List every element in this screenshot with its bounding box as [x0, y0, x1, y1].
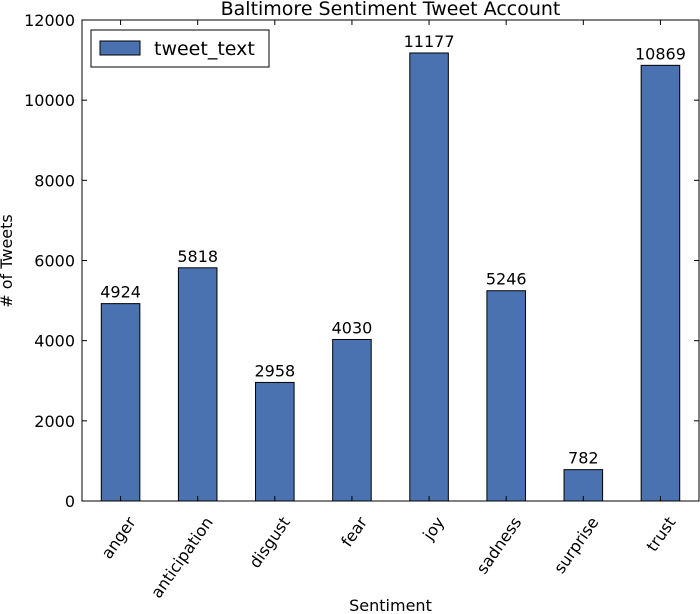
y-tick-label-0: 0 — [65, 492, 75, 511]
bar-joy — [409, 52, 449, 502]
y-tick-label-12000: 12000 — [24, 11, 75, 30]
plot-area: 4924 5818 2958 4030 11177 5246 782 10869 — [100, 32, 686, 502]
y-axis: 0 2000 4000 6000 8000 10000 12000 — [24, 11, 699, 511]
bar-sadness — [486, 290, 526, 502]
y-tick-label-8000: 8000 — [34, 171, 75, 190]
y-tick-label-2000: 2000 — [34, 412, 75, 431]
data-label-joy: 11177 — [404, 32, 455, 51]
y-axis-title: # of Tweets — [0, 214, 16, 308]
bar-fear — [332, 338, 372, 502]
x-tick-label-trust: trust — [642, 513, 679, 555]
bar-trust — [640, 64, 681, 502]
legend-label: tweet_text — [154, 38, 255, 60]
chart-title: Baltimore Sentiment Tweet Account — [221, 0, 561, 20]
data-label-anticipation: 5818 — [177, 247, 218, 266]
y-tick-label-10000: 10000 — [24, 91, 75, 110]
bar-disgust — [255, 381, 295, 502]
data-label-fear: 4030 — [332, 318, 373, 337]
x-axis-title: Sentiment — [349, 596, 432, 614]
x-tick-label-disgust: disgust — [245, 513, 294, 571]
legend: tweet_text — [90, 29, 270, 68]
x-tick-label-fear: fear — [337, 513, 371, 550]
y-tick-label-6000: 6000 — [34, 252, 75, 271]
x-tick-label-joy: joy — [418, 513, 448, 544]
bar-surprise — [563, 469, 604, 502]
x-tick-label-anger: anger — [97, 513, 139, 562]
bar-anger — [100, 303, 141, 502]
bar-anticipation — [177, 267, 218, 502]
x-tick-label-sadness: sadness — [472, 513, 525, 577]
x-tick-label-surprise: surprise — [550, 513, 603, 577]
data-label-anger: 4924 — [100, 283, 141, 302]
x-tick-label-anticipation: anticipation — [147, 513, 217, 601]
data-label-sadness: 5246 — [486, 270, 527, 289]
data-label-surprise: 782 — [568, 449, 599, 468]
data-label-disgust: 2958 — [254, 361, 295, 380]
legend-swatch — [99, 40, 141, 56]
y-tick-label-4000: 4000 — [34, 332, 75, 351]
data-label-trust: 10869 — [635, 44, 686, 63]
plot-frame — [81, 19, 700, 502]
